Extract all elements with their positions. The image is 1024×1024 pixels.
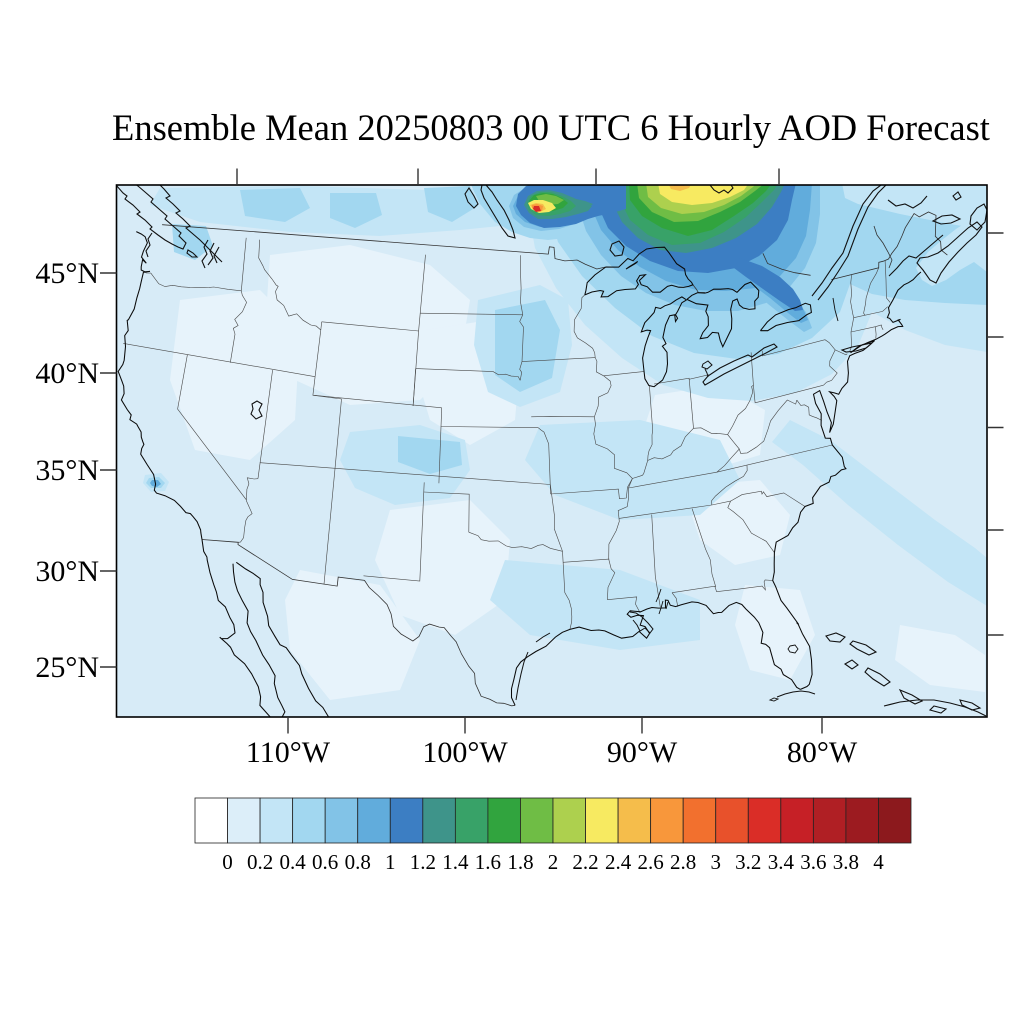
svg-text:0.4: 0.4 <box>280 850 307 874</box>
svg-text:1.6: 1.6 <box>475 850 501 874</box>
svg-text:2.4: 2.4 <box>605 850 632 874</box>
svg-text:0.2: 0.2 <box>247 850 273 874</box>
svg-text:2: 2 <box>548 850 559 874</box>
svg-text:2.6: 2.6 <box>638 850 664 874</box>
svg-text:1: 1 <box>385 850 396 874</box>
svg-text:3: 3 <box>710 850 721 874</box>
svg-text:2.8: 2.8 <box>670 850 696 874</box>
svg-text:0.6: 0.6 <box>312 850 338 874</box>
svg-text:45°N: 45°N <box>35 257 99 290</box>
svg-text:3.8: 3.8 <box>833 850 859 874</box>
svg-text:3.4: 3.4 <box>768 850 795 874</box>
svg-text:25°N: 25°N <box>35 651 99 684</box>
svg-text:3.2: 3.2 <box>735 850 761 874</box>
svg-text:80°W: 80°W <box>787 736 858 769</box>
svg-text:100°W: 100°W <box>422 736 508 769</box>
svg-text:0: 0 <box>222 850 233 874</box>
svg-text:90°W: 90°W <box>607 736 678 769</box>
svg-text:1.4: 1.4 <box>442 850 469 874</box>
svg-text:35°N: 35°N <box>35 454 99 487</box>
svg-text:1.8: 1.8 <box>507 850 533 874</box>
svg-text:110°W: 110°W <box>246 736 331 769</box>
svg-text:3.6: 3.6 <box>800 850 826 874</box>
svg-text:30°N: 30°N <box>35 555 99 588</box>
svg-text:4: 4 <box>873 850 884 874</box>
svg-text:2.2: 2.2 <box>572 850 598 874</box>
svg-text:1.2: 1.2 <box>410 850 436 874</box>
svg-text:0.8: 0.8 <box>345 850 371 874</box>
svg-text:40°N: 40°N <box>35 357 99 390</box>
